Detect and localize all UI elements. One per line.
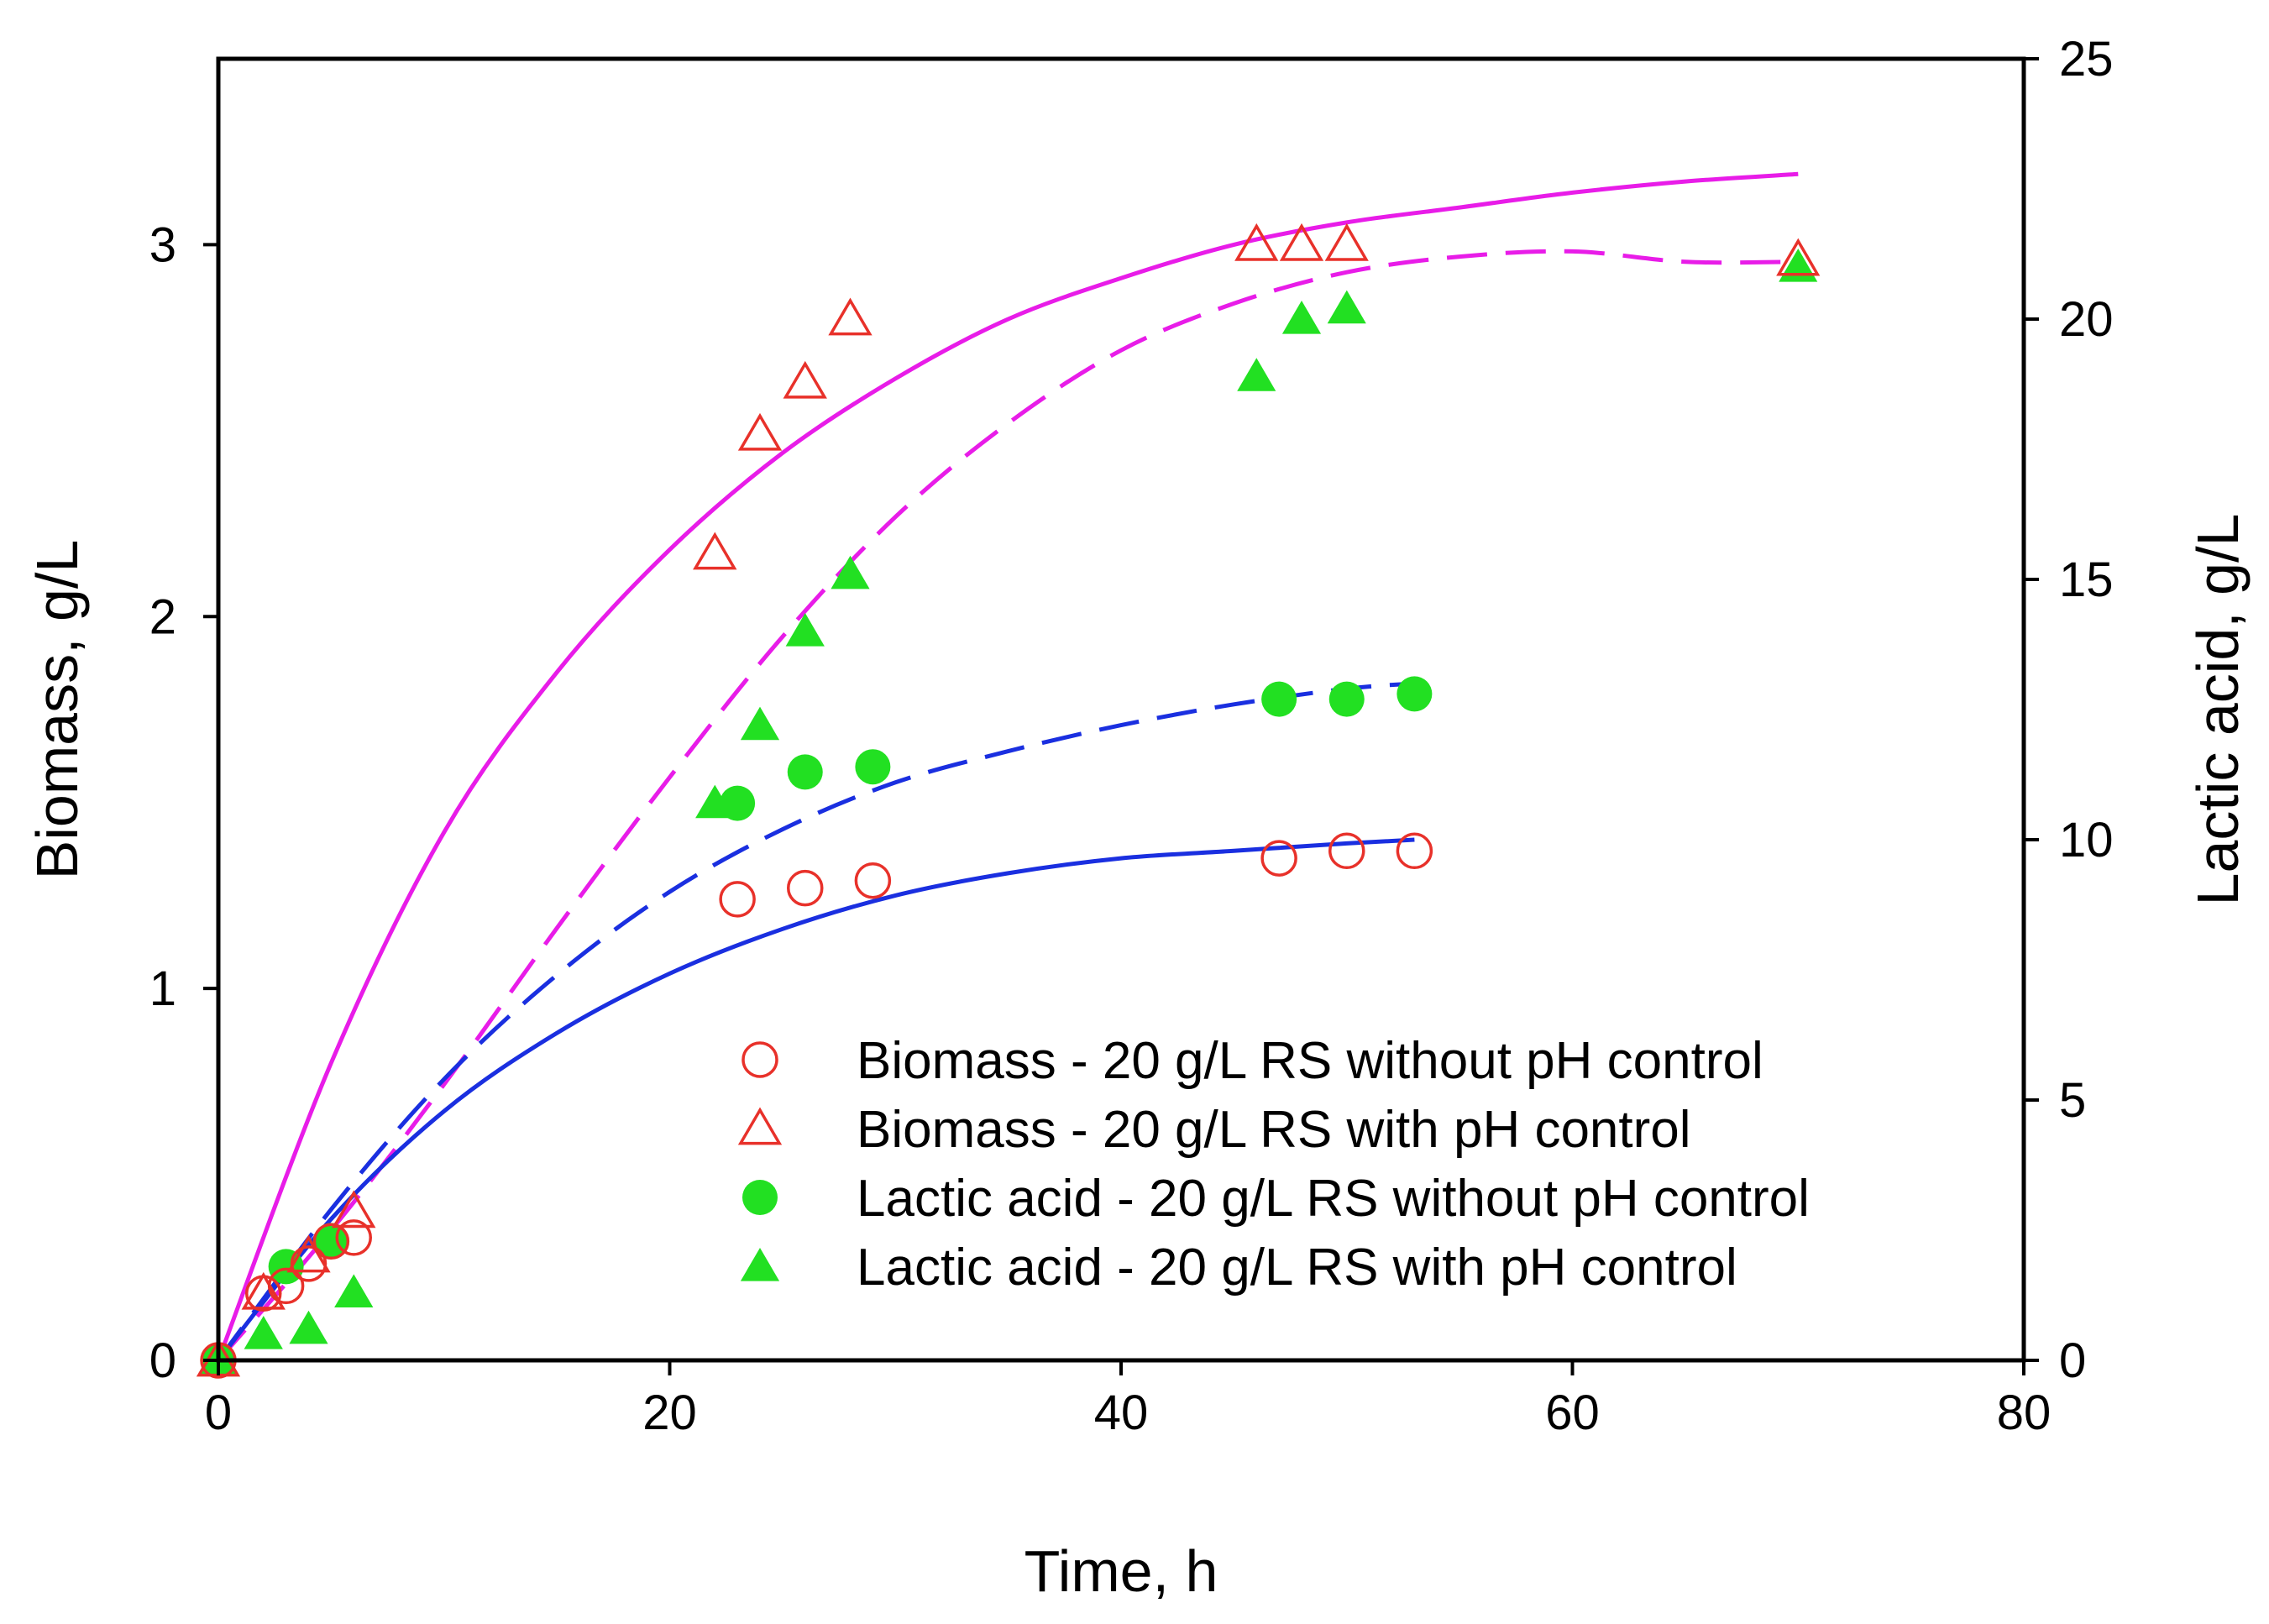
- data-point-s0: [335, 1219, 372, 1256]
- x-tick-label: 20: [642, 1386, 697, 1440]
- y-tick-label: 0: [149, 1333, 176, 1388]
- x-tick-label: 60: [1545, 1386, 1600, 1440]
- y2-tick-label: 25: [2059, 32, 2114, 86]
- data-point-s1: [286, 1234, 331, 1273]
- data-point-s1: [1324, 223, 1369, 261]
- legend-label: Biomass - 20 g/L RS with pH control: [857, 1101, 1691, 1159]
- fit-line-3: [216, 681, 1415, 1362]
- y-axis-title: Biomass, g/L: [24, 540, 90, 880]
- data-point-s0: [1328, 832, 1365, 870]
- legend-marker: [742, 1180, 778, 1215]
- data-point-s3: [1327, 290, 1366, 324]
- y2-tick-label: 0: [2059, 1333, 2086, 1388]
- data-point-s0: [719, 881, 756, 918]
- data-point-s1: [783, 360, 827, 399]
- data-point-s1: [1279, 223, 1324, 261]
- legend-label: Lactic acid - 20 g/L RS with pH control: [857, 1239, 1737, 1297]
- y-tick-label: 2: [149, 589, 176, 644]
- data-point-s1: [332, 1190, 376, 1228]
- data-point-s1: [737, 412, 783, 451]
- x-tick-label: 0: [205, 1386, 232, 1440]
- y2-tick-label: 5: [2059, 1073, 2086, 1128]
- data-point-s1: [828, 297, 872, 336]
- data-point-s1: [241, 1271, 286, 1310]
- data-points: [196, 223, 1821, 1379]
- legend-marker: [740, 1248, 780, 1281]
- fit-line-2: [217, 837, 1415, 1362]
- fit-curves: [216, 171, 1799, 1362]
- data-point-s3: [1237, 358, 1276, 391]
- data-point-s2: [1328, 681, 1365, 717]
- data-point-s3: [740, 706, 780, 741]
- data-point-s1: [693, 532, 737, 570]
- y-tick-label: 3: [149, 217, 176, 272]
- legend-label: Biomass - 20 g/L RS without pH control: [857, 1032, 1763, 1090]
- data-point-s2: [720, 785, 756, 821]
- legend-marker: [737, 1107, 783, 1145]
- data-point-s3: [1281, 301, 1322, 334]
- data-point-s0: [854, 862, 892, 899]
- data-point-s3: [831, 555, 870, 589]
- x-axis-title: Time, h: [1024, 1538, 1218, 1604]
- data-point-s3: [785, 613, 825, 647]
- data-point-s0: [787, 869, 824, 907]
- data-point-s1: [1234, 223, 1279, 261]
- y2-tick-label: 15: [2059, 553, 2114, 607]
- data-point-s3: [289, 1310, 328, 1344]
- x-tick-label: 40: [1094, 1386, 1149, 1440]
- data-point-s2: [1397, 676, 1433, 712]
- fit-line-0: [216, 171, 1799, 1361]
- y2-axis-title: Lactic acid, g/L: [2185, 514, 2251, 906]
- data-point-s1: [1776, 238, 1821, 276]
- data-point-s2: [855, 749, 891, 785]
- y2-tick-label: 10: [2059, 813, 2114, 867]
- legend-marker: [741, 1041, 778, 1078]
- x-tick-label: 80: [1997, 1386, 2052, 1440]
- data-point-s3: [334, 1274, 374, 1307]
- data-point-s0: [312, 1223, 350, 1260]
- data-point-s2: [787, 754, 823, 790]
- legend-label: Lactic acid - 20 g/L RS without pH contr…: [857, 1170, 1810, 1228]
- data-point-s0: [1396, 832, 1433, 870]
- plot-frame: [216, 56, 2026, 1363]
- legend: Biomass - 20 g/L RS without pH control Bi…: [737, 1032, 1810, 1297]
- y-tick-label: 1: [149, 961, 176, 1016]
- data-point-s3: [244, 1316, 283, 1349]
- data-point-s2: [1261, 681, 1297, 717]
- data-point-s0: [1260, 840, 1297, 877]
- y2-tick-label: 20: [2059, 292, 2114, 347]
